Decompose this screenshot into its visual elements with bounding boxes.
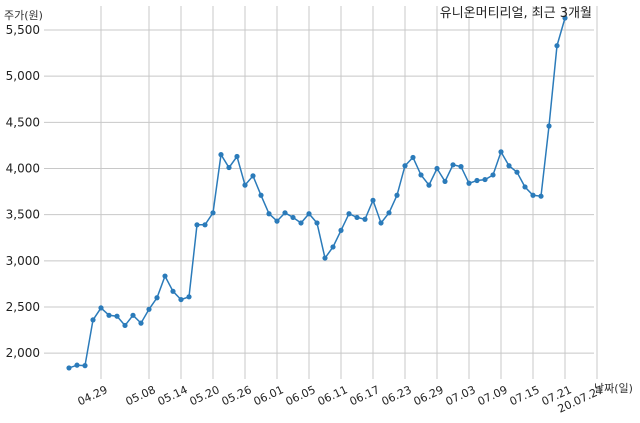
data-point bbox=[394, 192, 400, 198]
data-point bbox=[98, 305, 104, 311]
x-tick-label: 06.17 bbox=[348, 383, 382, 408]
data-point bbox=[338, 227, 344, 233]
x-tick-label: 05.14 bbox=[156, 383, 190, 408]
chart-title: 유니온머티리얼, 최근 3개월 bbox=[440, 6, 592, 21]
data-point bbox=[234, 153, 240, 160]
data-point bbox=[362, 216, 368, 222]
x-tick-label: 06.11 bbox=[316, 383, 350, 408]
data-point bbox=[514, 169, 520, 175]
data-point bbox=[114, 313, 120, 319]
data-point bbox=[258, 192, 264, 198]
data-point bbox=[370, 197, 376, 203]
data-point bbox=[282, 210, 288, 216]
data-point bbox=[106, 312, 112, 318]
y-tick-label: 5,500 bbox=[6, 23, 40, 37]
y-tick-label: 2,000 bbox=[6, 346, 40, 360]
data-point bbox=[186, 294, 192, 300]
y-tick-label: 4,500 bbox=[6, 115, 40, 129]
data-point bbox=[90, 317, 96, 323]
data-point bbox=[178, 296, 184, 303]
data-point bbox=[154, 295, 160, 301]
x-tick-label: 06.01 bbox=[252, 383, 286, 408]
x-tick-label: 06.05 bbox=[284, 383, 318, 408]
price-line bbox=[68, 17, 566, 369]
data-point bbox=[162, 273, 168, 279]
data-point bbox=[450, 162, 456, 168]
x-tick-label: 07.03 bbox=[444, 383, 478, 408]
data-point bbox=[346, 211, 352, 217]
y-axis-ticks: 2,000 2,500 3,000 3,500 4,000 4,500 5,000 5,500 bbox=[6, 23, 40, 360]
data-point bbox=[122, 322, 128, 329]
grid-lines bbox=[44, 6, 598, 379]
data-point bbox=[498, 149, 504, 155]
x-tick-label: 06.23 bbox=[380, 383, 414, 408]
x-tick-label: 05.26 bbox=[220, 383, 254, 408]
data-point bbox=[130, 312, 136, 318]
data-point bbox=[354, 214, 360, 221]
data-point bbox=[506, 163, 512, 169]
data-point bbox=[202, 222, 208, 228]
data-point bbox=[538, 193, 544, 199]
x-tick-label: 07.09 bbox=[476, 383, 510, 408]
data-point bbox=[146, 306, 152, 312]
data-point bbox=[482, 176, 488, 183]
data-point bbox=[466, 180, 472, 186]
data-point bbox=[330, 244, 336, 250]
data-point bbox=[170, 288, 176, 294]
data-point bbox=[74, 362, 80, 368]
data-point bbox=[274, 218, 280, 224]
data-point bbox=[402, 163, 408, 169]
x-tick-label: 06.29 bbox=[412, 383, 446, 408]
data-point bbox=[562, 15, 568, 21]
y-tick-label: 3,000 bbox=[6, 254, 40, 268]
x-tick-label: 05.08 bbox=[124, 383, 158, 408]
y-tick-label: 4,000 bbox=[6, 161, 40, 175]
data-point bbox=[322, 255, 328, 261]
data-point bbox=[210, 210, 216, 216]
data-point bbox=[474, 177, 480, 184]
data-point bbox=[242, 182, 248, 188]
data-point bbox=[82, 363, 88, 369]
x-axis-ticks: 04.29 05.0805.1405.2005.2606.0106.0506.11… bbox=[76, 383, 606, 415]
data-point bbox=[138, 320, 144, 326]
data-point bbox=[194, 222, 200, 228]
data-point bbox=[66, 365, 72, 371]
price-series bbox=[66, 15, 568, 371]
data-point bbox=[554, 43, 560, 49]
data-point bbox=[458, 164, 464, 170]
data-point bbox=[266, 211, 272, 217]
y-axis-label: 주가(원) bbox=[4, 9, 43, 22]
data-point bbox=[378, 220, 384, 226]
data-point bbox=[306, 211, 312, 217]
data-point bbox=[426, 182, 432, 188]
x-tick-label: 05.20 bbox=[188, 383, 222, 408]
data-point bbox=[290, 214, 296, 221]
data-point bbox=[410, 154, 416, 161]
y-tick-label: 5,000 bbox=[6, 69, 40, 83]
data-point bbox=[546, 123, 552, 129]
data-point bbox=[434, 165, 440, 172]
x-axis-label: 날짜(일) bbox=[594, 381, 633, 395]
data-point bbox=[314, 220, 320, 226]
data-point bbox=[250, 173, 256, 179]
data-point bbox=[386, 210, 392, 216]
data-point bbox=[522, 184, 528, 190]
data-point bbox=[530, 192, 536, 198]
data-point bbox=[218, 152, 224, 158]
y-tick-label: 3,500 bbox=[6, 208, 40, 222]
data-point bbox=[226, 164, 232, 171]
data-point bbox=[298, 220, 304, 226]
x-tick-label: 07.15 bbox=[508, 383, 542, 408]
data-point bbox=[418, 172, 424, 178]
data-point bbox=[490, 172, 496, 178]
x-tick-label: 04.29 bbox=[76, 383, 110, 408]
data-point bbox=[442, 178, 448, 185]
y-tick-label: 2,500 bbox=[6, 300, 40, 314]
